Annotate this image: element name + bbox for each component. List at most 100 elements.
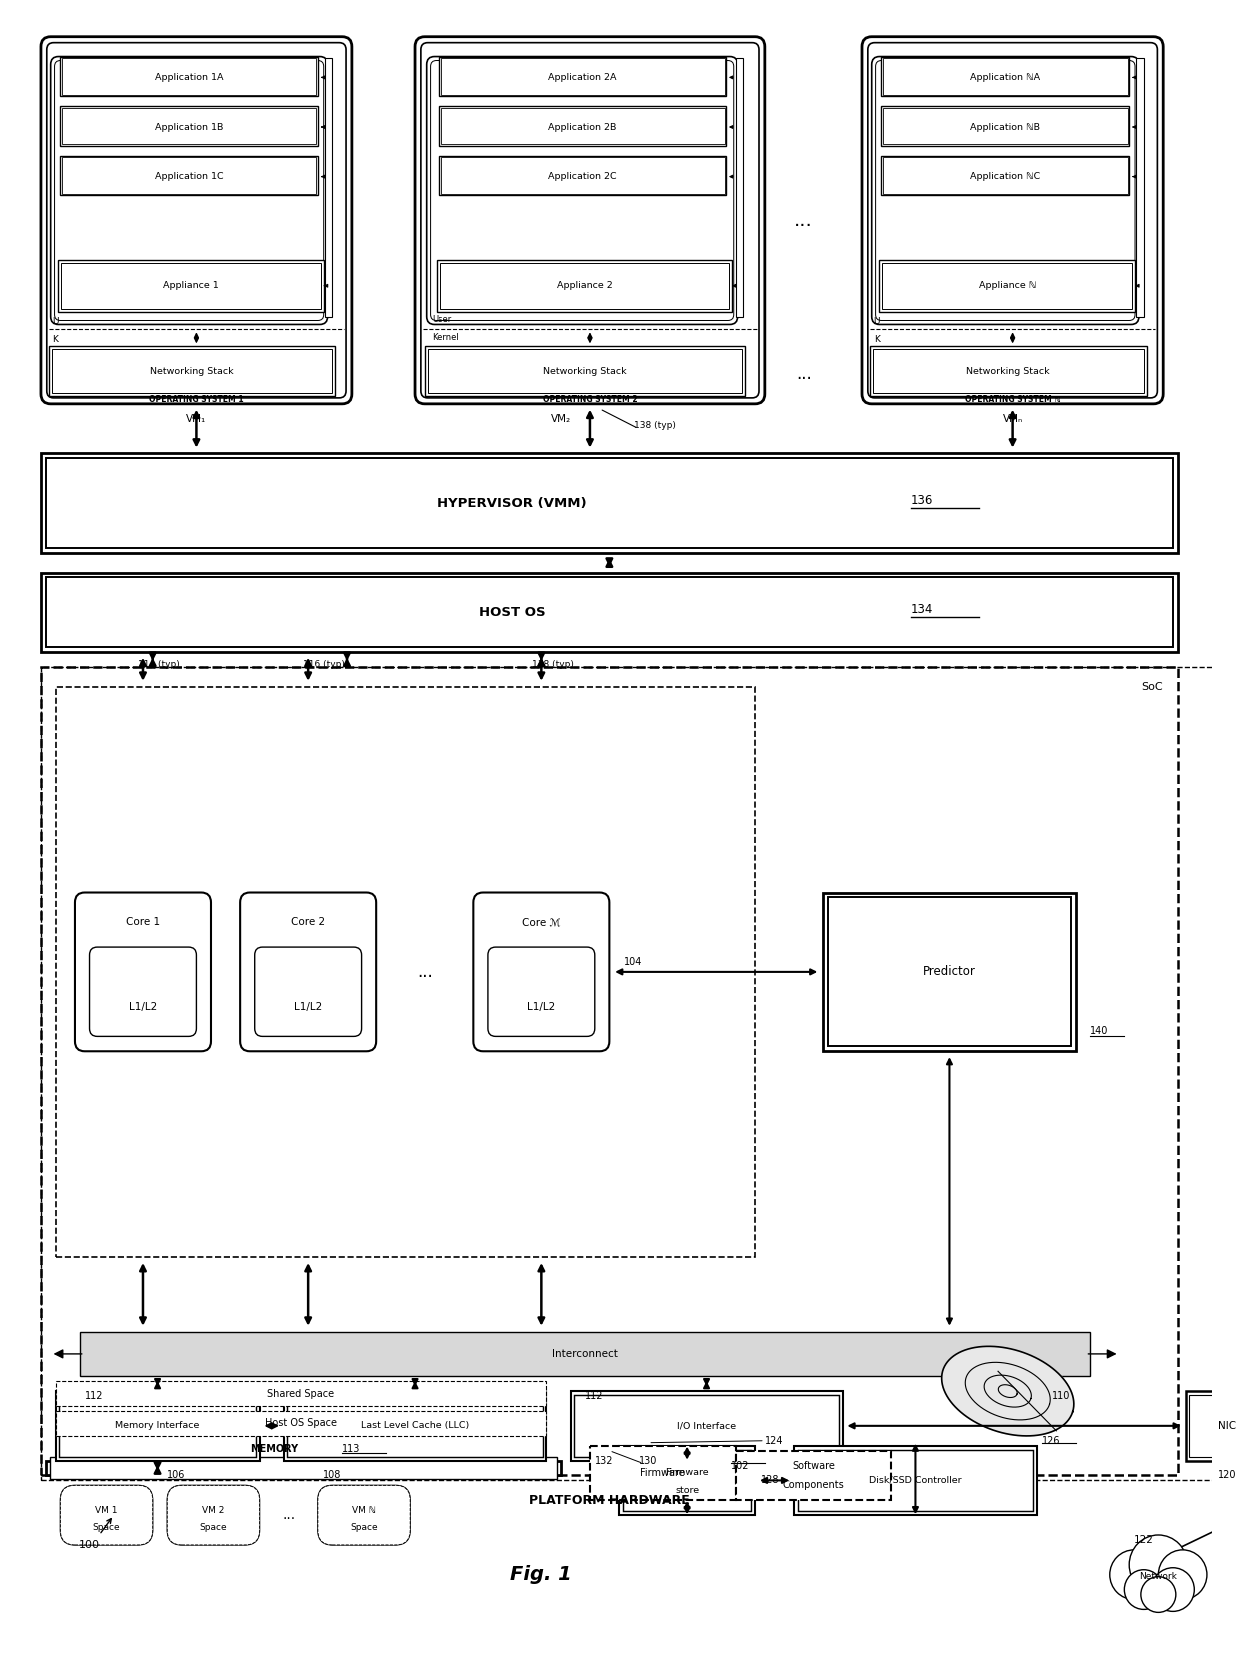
Bar	[41, 573, 1178, 651]
Bar	[61, 156, 317, 196]
Text: 126: 126	[1042, 1435, 1060, 1445]
Bar	[56, 1392, 259, 1460]
Bar	[56, 686, 755, 1257]
Bar	[52, 349, 332, 394]
Bar	[873, 349, 1143, 394]
Text: Kernel: Kernel	[433, 332, 459, 342]
Text: PLATFORM HARDWARE: PLATFORM HARDWARE	[529, 1493, 689, 1507]
Text: Application 1B: Application 1B	[155, 123, 223, 131]
Text: 112: 112	[84, 1390, 103, 1402]
Text: Host OS Space: Host OS Space	[265, 1418, 337, 1428]
Text: 108: 108	[322, 1470, 341, 1480]
Text: ...: ...	[283, 1508, 295, 1521]
Text: OPERATING SYSTEM 1: OPERATING SYSTEM 1	[149, 395, 244, 404]
Text: L1/L2: L1/L2	[527, 1002, 556, 1012]
Circle shape	[1130, 1535, 1188, 1595]
Text: K: K	[874, 336, 879, 344]
Bar	[46, 1460, 560, 1475]
Bar	[425, 345, 745, 395]
Text: Firmware: Firmware	[640, 1468, 686, 1478]
Polygon shape	[941, 1347, 1074, 1435]
Bar	[439, 106, 725, 146]
Text: VM ℕ: VM ℕ	[352, 1505, 376, 1515]
Text: 132: 132	[595, 1455, 614, 1465]
Text: 106: 106	[167, 1470, 186, 1480]
Bar	[62, 158, 316, 194]
Text: 116 (typ): 116 (typ)	[304, 661, 345, 669]
Bar	[735, 58, 744, 317]
Text: Memory Interface: Memory Interface	[115, 1422, 200, 1430]
Bar	[828, 897, 1071, 1046]
Bar	[438, 261, 732, 312]
Text: 138 (typ): 138 (typ)	[634, 422, 676, 430]
Text: Last Level Cache (LLC): Last Level Cache (LLC)	[361, 1422, 469, 1430]
Text: 130: 130	[639, 1455, 657, 1465]
Text: Firmware: Firmware	[666, 1468, 709, 1477]
FancyBboxPatch shape	[167, 1485, 259, 1545]
Bar	[41, 666, 1240, 1480]
Text: Disk/SSD Controller: Disk/SSD Controller	[869, 1477, 962, 1485]
Text: User: User	[433, 316, 451, 324]
Bar	[590, 1445, 735, 1500]
Bar	[79, 1332, 1090, 1377]
Text: Application 2C: Application 2C	[548, 173, 618, 181]
Text: 102: 102	[730, 1460, 749, 1470]
Text: Application 2B: Application 2B	[548, 123, 616, 131]
FancyBboxPatch shape	[872, 56, 1138, 324]
Bar	[574, 1395, 839, 1457]
Text: Space: Space	[350, 1523, 378, 1531]
FancyBboxPatch shape	[427, 56, 738, 324]
Bar	[46, 578, 1173, 646]
Bar	[41, 666, 1178, 1475]
FancyBboxPatch shape	[875, 60, 1135, 321]
Text: I/O Interface: I/O Interface	[677, 1422, 737, 1430]
Bar	[56, 1410, 546, 1435]
Text: Application 1C: Application 1C	[155, 173, 223, 181]
Text: Application ℕC: Application ℕC	[970, 173, 1040, 181]
Bar	[325, 58, 332, 317]
Text: HYPERVISOR (VMM): HYPERVISOR (VMM)	[438, 497, 587, 510]
Text: Core 2: Core 2	[291, 917, 325, 927]
Bar	[883, 108, 1127, 145]
FancyBboxPatch shape	[430, 60, 734, 321]
Text: MEMORY: MEMORY	[250, 1443, 298, 1453]
Bar	[882, 56, 1130, 96]
FancyBboxPatch shape	[51, 56, 327, 324]
Bar	[440, 158, 724, 194]
Text: Shared Space: Shared Space	[268, 1389, 335, 1399]
Text: Application 1A: Application 1A	[155, 73, 223, 81]
FancyBboxPatch shape	[415, 37, 765, 404]
Bar	[288, 1395, 543, 1457]
Bar	[56, 1382, 546, 1405]
Text: L1/L2: L1/L2	[129, 1002, 157, 1012]
Text: store: store	[675, 1487, 699, 1495]
FancyBboxPatch shape	[47, 43, 346, 399]
Text: Networking Stack: Networking Stack	[966, 367, 1050, 375]
FancyBboxPatch shape	[254, 947, 362, 1036]
Bar	[60, 1395, 257, 1457]
Text: Space: Space	[200, 1523, 227, 1531]
FancyBboxPatch shape	[317, 1485, 410, 1545]
Text: VM₁: VM₁	[186, 414, 207, 424]
Bar	[1189, 1395, 1240, 1457]
FancyBboxPatch shape	[61, 1485, 153, 1545]
Bar	[428, 349, 743, 394]
FancyBboxPatch shape	[487, 947, 595, 1036]
Text: OPERATING SYSTEM 2: OPERATING SYSTEM 2	[543, 395, 637, 404]
Text: Network: Network	[1140, 1573, 1177, 1581]
Text: 114 (typ): 114 (typ)	[138, 661, 180, 669]
Text: 110: 110	[1052, 1390, 1070, 1402]
Bar	[62, 108, 316, 145]
Bar	[869, 345, 1147, 395]
Bar	[61, 56, 317, 96]
Text: 112: 112	[585, 1390, 604, 1402]
FancyBboxPatch shape	[89, 947, 196, 1036]
Text: VM 1: VM 1	[95, 1505, 118, 1515]
Bar	[823, 892, 1076, 1051]
FancyBboxPatch shape	[862, 37, 1163, 404]
FancyBboxPatch shape	[55, 60, 324, 321]
Text: Components: Components	[782, 1480, 844, 1490]
Circle shape	[1152, 1568, 1194, 1611]
Text: 122: 122	[1135, 1535, 1154, 1545]
Bar	[882, 156, 1130, 196]
